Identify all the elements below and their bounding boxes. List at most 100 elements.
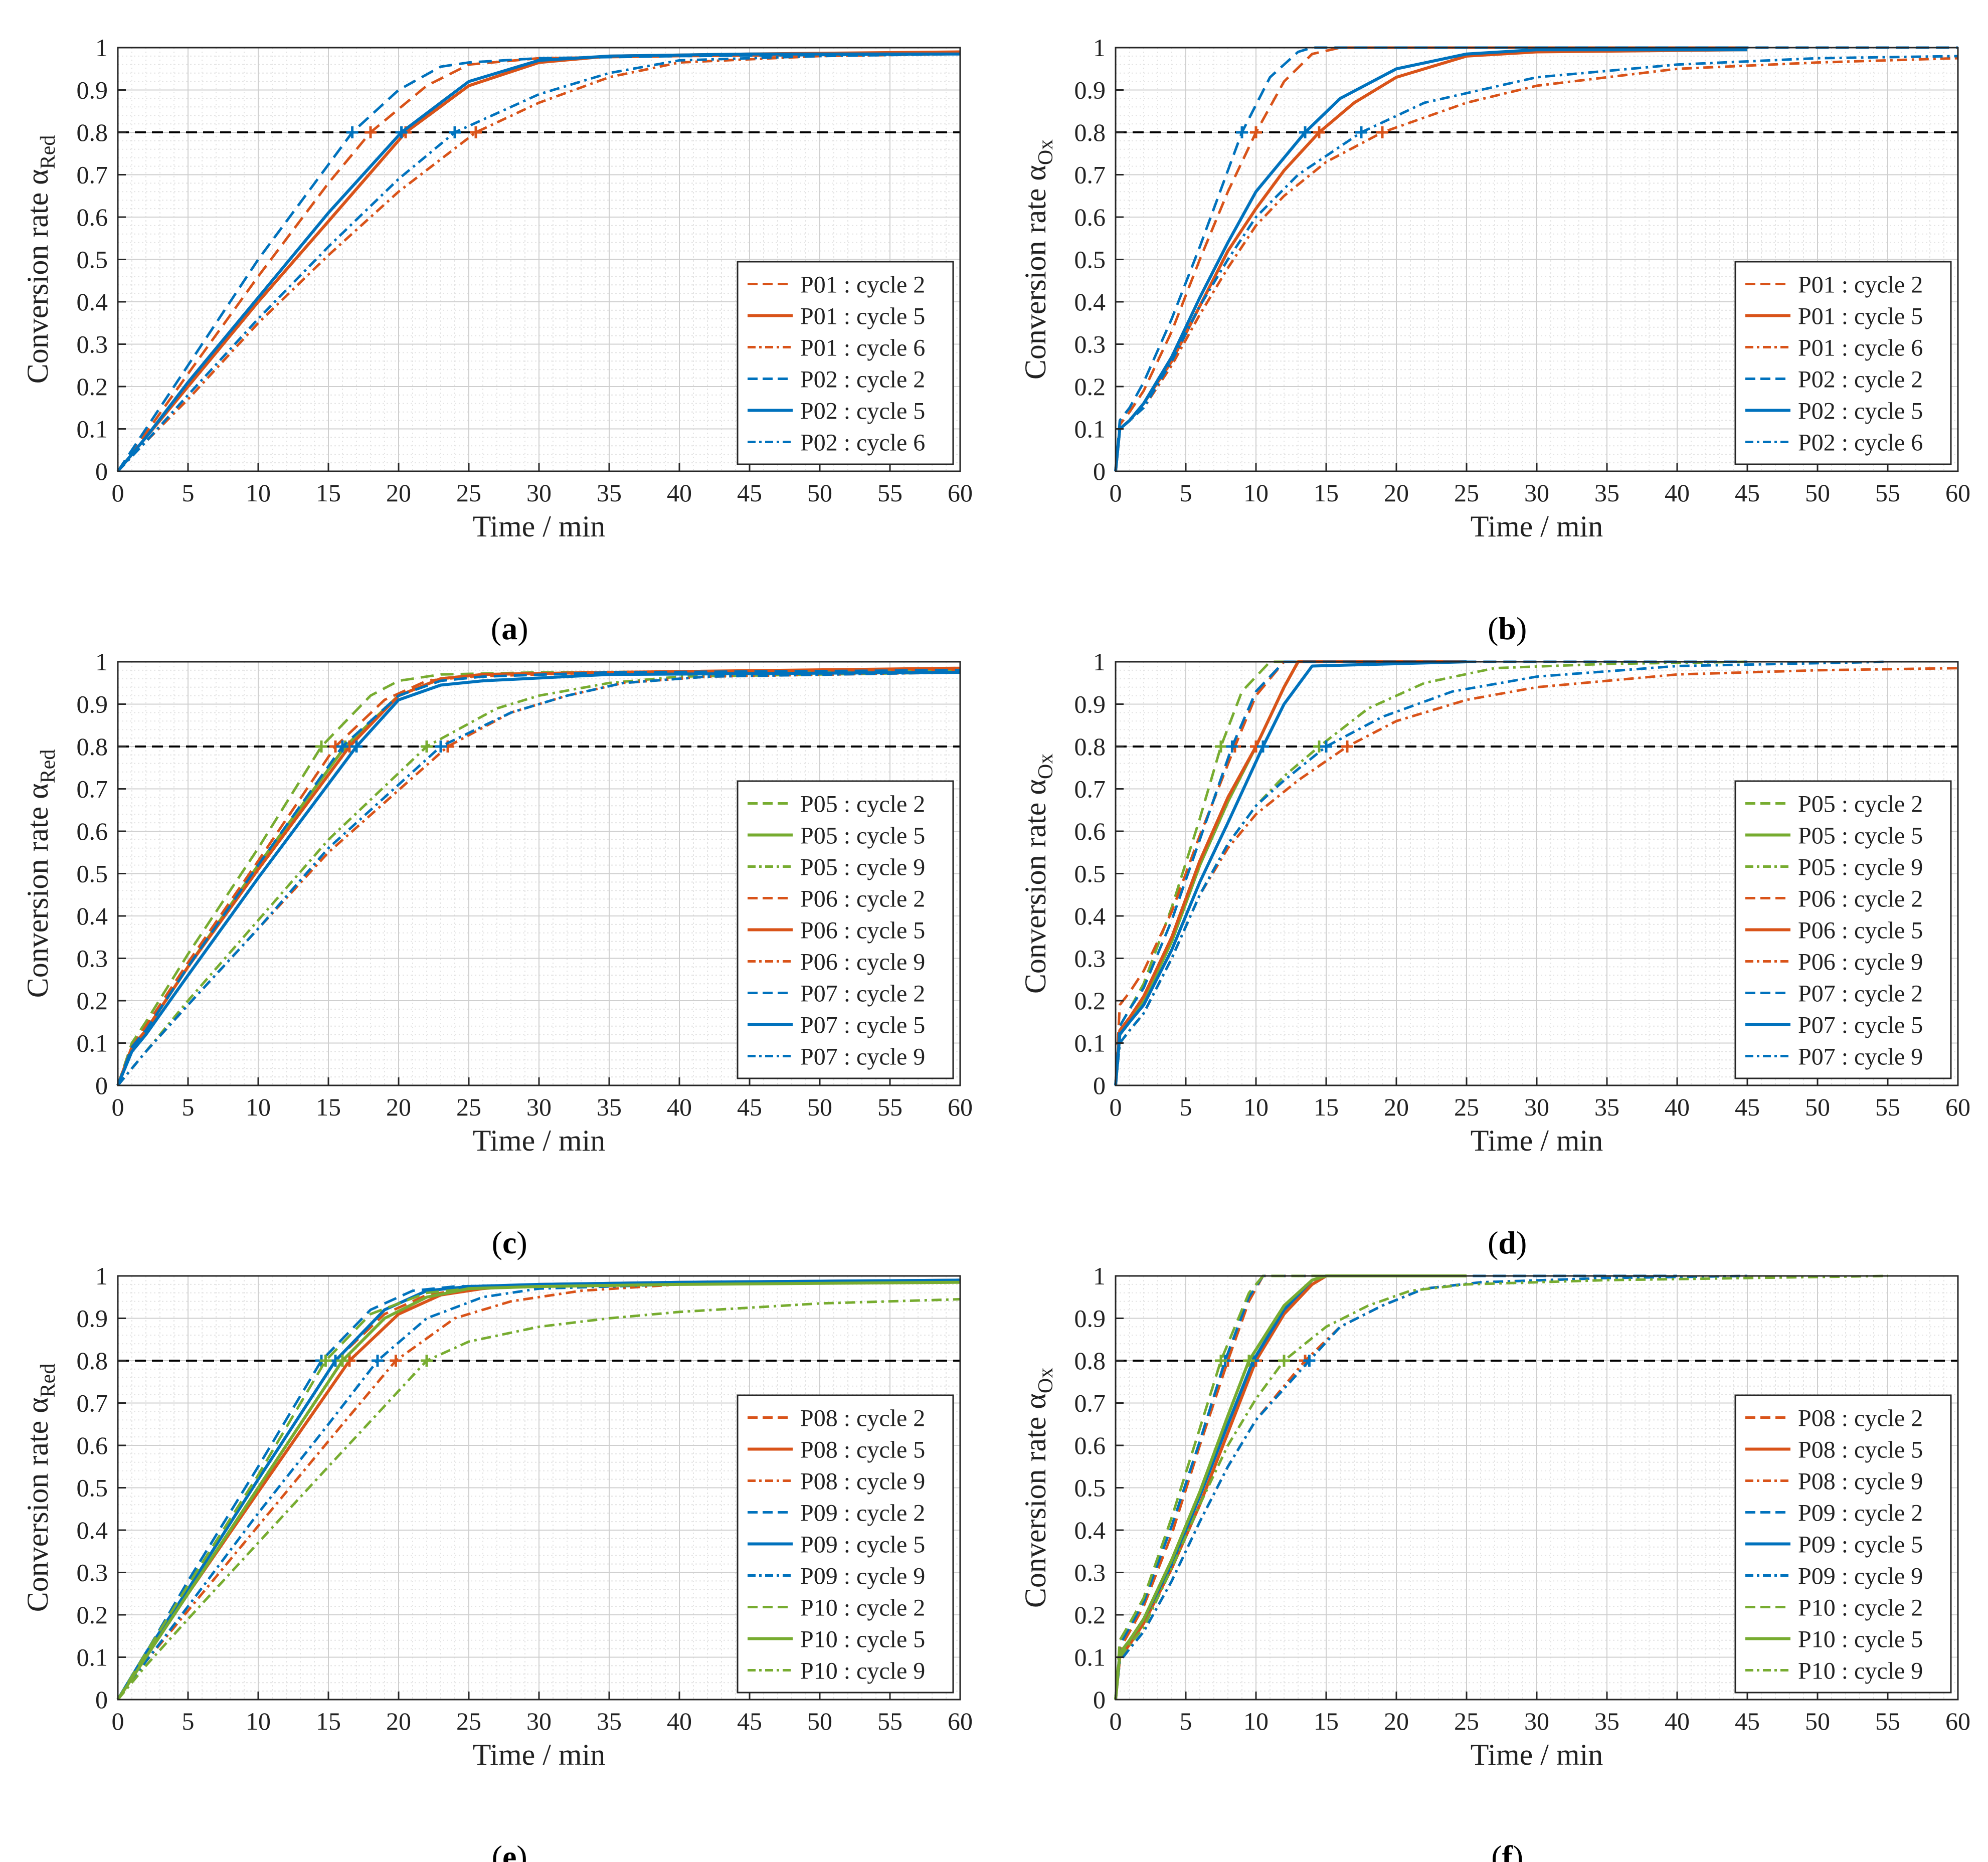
chart-panel-c: 0 5 10 15 20 25 30 35 40 45 50 55 60 0 0.1 0.2 0.3 0.4 0.5… <box>21 648 973 1260</box>
y-tick-label: 0.1 <box>1074 1643 1106 1671</box>
y-tick-label: 0.4 <box>77 902 108 930</box>
caption-paren: ) <box>1516 611 1527 646</box>
x-tick-label: 35 <box>597 1707 622 1735</box>
caption-paren: ) <box>1513 1839 1523 1862</box>
y-tick-label: 0.9 <box>1074 690 1106 718</box>
legend-entry-label: P06 : cycle 5 <box>800 917 925 944</box>
x-tick-label: 15 <box>316 1707 341 1735</box>
caption-paren: ) <box>516 1225 527 1260</box>
y-tick-label: 0.9 <box>1074 76 1106 104</box>
y-axis-label: Conversion rate αOx <box>1019 1368 1057 1608</box>
y-axis-label-main: Conversion rate α <box>1019 1393 1052 1608</box>
x-tick-label: 40 <box>1665 479 1690 507</box>
y-tick-label: 0.1 <box>77 1643 108 1671</box>
x-tick-label: 45 <box>1735 1093 1760 1121</box>
x-tick-label: 30 <box>1524 479 1549 507</box>
series-line-p08-cycle-5 <box>1114 1274 1467 1700</box>
series-line-p01-cycle-6 <box>117 53 961 472</box>
y-tick-label: 0.2 <box>1074 373 1106 401</box>
x-tick-label: 30 <box>526 1707 552 1735</box>
x-tick-label: 55 <box>1875 1093 1900 1121</box>
y-tick-label: 0.9 <box>1074 1305 1106 1333</box>
x-tick-label: 5 <box>182 1707 195 1735</box>
x-tick-label: 15 <box>1314 479 1339 507</box>
x-tick-label: 10 <box>246 479 271 507</box>
x-tick-label: 10 <box>246 1093 271 1121</box>
legend-entry-label: P08 : cycle 9 <box>800 1468 925 1495</box>
x-tick-label: 0 <box>112 479 124 507</box>
series-line-p10-cycle-9 <box>1114 1274 1888 1700</box>
y-tick-label: 1 <box>1093 648 1106 676</box>
caption-paren: ( <box>1488 1225 1498 1260</box>
y-tick-label: 0.8 <box>1074 732 1106 761</box>
series-line-p05-cycle-2 <box>116 669 961 1086</box>
y-tick-label: 0.5 <box>77 1474 108 1502</box>
legend-entry-label: P07 : cycle 2 <box>1798 981 1923 1007</box>
series-line-p01-cycle-2 <box>1114 46 1747 472</box>
y-tick-label: 0.3 <box>77 1559 108 1587</box>
chart-panel-b: 0 5 10 15 20 25 30 35 40 45 50 55 60 0 0.1 0.2 0.3 0.4 0.5… <box>1019 34 1970 646</box>
x-tick-label: 60 <box>948 1093 973 1121</box>
legend-entry-label: P09 : cycle 2 <box>1798 1500 1923 1527</box>
x-tick-label: 20 <box>1384 1093 1409 1121</box>
y-tick-label: 0.4 <box>77 1516 108 1544</box>
x-axis-label: Time / min <box>473 1124 606 1157</box>
x-tick-label: 55 <box>1875 1707 1900 1735</box>
y-tick-label: 0.3 <box>77 945 108 973</box>
series-line-p02-cycle-6 <box>117 53 961 472</box>
chart-panel-f: 0 5 10 15 20 25 30 35 40 45 50 55 60 0 0.1 0.2 0.3 0.4 0.5… <box>1019 1262 1970 1862</box>
series-line-p08-cycle-2 <box>1114 1274 1467 1700</box>
legend-entry-label: P09 : cycle 2 <box>800 1500 925 1527</box>
caption-paren: ( <box>1488 611 1498 646</box>
x-tick-label: 45 <box>737 479 762 507</box>
legend-entry-label: P07 : cycle 5 <box>800 1012 925 1039</box>
legend-entry-label: P01 : cycle 2 <box>1798 272 1923 298</box>
x-tick-label: 45 <box>737 1707 762 1735</box>
y-axis-label-main: Conversion rate α <box>21 169 54 384</box>
legend-entry-label: P06 : cycle 5 <box>1798 917 1923 944</box>
series-line-p09-cycle-5 <box>116 1278 961 1701</box>
x-tick-label: 35 <box>1594 1093 1619 1121</box>
caption-letter: c <box>502 1225 516 1260</box>
y-tick-label: 0.4 <box>1074 288 1106 316</box>
x-tick-label: 55 <box>877 1093 902 1121</box>
y-tick-label: 0 <box>95 457 108 485</box>
y-tick-label: 0 <box>1093 1686 1106 1714</box>
series-line-p02-cycle-5 <box>1114 48 1747 472</box>
y-tick-label: 0 <box>95 1071 108 1099</box>
x-tick-label: 50 <box>807 479 832 507</box>
series-line-p07-cycle-2 <box>1114 660 1747 1086</box>
series-line-p01-cycle-5 <box>1114 48 1748 472</box>
y-tick-label: 0.3 <box>77 330 108 358</box>
x-tick-label: 25 <box>456 479 481 507</box>
panel-caption: (a) <box>491 611 528 646</box>
series-line-p06-cycle-5 <box>1114 660 1467 1086</box>
y-tick-label: 0.6 <box>77 1431 108 1459</box>
legend-entry-label: P09 : cycle 9 <box>1798 1563 1923 1590</box>
x-tick-label: 60 <box>1945 479 1970 507</box>
legend-entry-label: P02 : cycle 6 <box>1798 430 1923 456</box>
caption-paren: ) <box>517 611 528 646</box>
x-tick-label: 30 <box>1524 1093 1549 1121</box>
chart-panel-e: 0 5 10 15 20 25 30 35 40 45 50 55 60 0 0.1 0.2 0.3 0.4 0.5… <box>21 1262 973 1862</box>
x-tick-label: 15 <box>316 1093 341 1121</box>
panel-caption: (e) <box>492 1839 527 1862</box>
legend-entry-label: P02 : cycle 2 <box>1798 366 1923 393</box>
legend-entry-label: P05 : cycle 2 <box>1798 791 1923 818</box>
legend-entry-label: P07 : cycle 9 <box>800 1044 925 1070</box>
legend-entry-label: P10 : cycle 5 <box>800 1626 925 1653</box>
y-axis-label: Conversion rate αOx <box>1019 139 1057 380</box>
y-tick-label: 0.4 <box>1074 902 1106 930</box>
legend-entry-label: P01 : cycle 6 <box>1798 335 1923 361</box>
x-tick-label: 5 <box>182 479 195 507</box>
y-tick-label: 1 <box>95 648 108 676</box>
x-tick-label: 10 <box>1243 479 1269 507</box>
legend-entry-label: P10 : cycle 9 <box>1798 1658 1923 1685</box>
y-tick-label: 0.5 <box>1074 246 1106 274</box>
x-tick-label: 40 <box>667 479 692 507</box>
legend-box <box>1734 261 1952 465</box>
series-line-p07-cycle-5 <box>1114 660 1467 1086</box>
x-tick-label: 40 <box>1665 1707 1690 1735</box>
x-tick-label: 50 <box>1805 1707 1830 1735</box>
